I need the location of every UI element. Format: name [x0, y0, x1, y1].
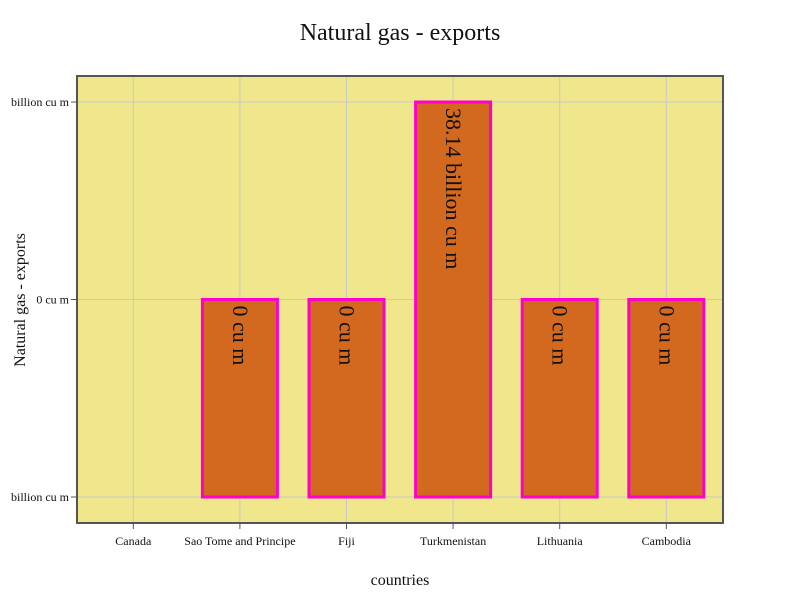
y-tick-label: 0 cu m — [36, 293, 69, 307]
bar-data-label: 0 cu m — [548, 306, 573, 366]
y-tick-label: billion cu m — [11, 490, 70, 504]
y-axis-title: Natural gas - exports — [12, 233, 29, 367]
x-tick-label: Canada — [115, 534, 152, 548]
x-tick-label: Turkmenistan — [420, 534, 486, 548]
bar-data-label: 0 cu m — [335, 306, 360, 366]
bars — [200, 100, 706, 499]
bar-fiji — [307, 298, 386, 499]
bar-data-label: 38.14 billion cu m — [441, 108, 466, 269]
bar-turkmenistan — [414, 100, 493, 499]
x-tick-label: Cambodia — [642, 534, 692, 548]
bar-data-label: 0 cu m — [654, 306, 679, 366]
y-tick-label: billion cu m — [11, 95, 70, 109]
bar-cambodia — [627, 298, 706, 499]
x-axis-title: countries — [371, 572, 430, 589]
bar-data-labels: 0 cu m 0 cu m 38.14 billion cu m 0 cu m 0 cu… — [228, 108, 679, 365]
y-axis-ticks: billion cu m 0 cu m billion cu m — [11, 95, 77, 504]
x-axis-ticks: Canada Sao Tome and Principe Fiji Turkmenis… — [115, 523, 692, 548]
x-tick-label: Lithuania — [537, 534, 584, 548]
x-tick-label: Sao Tome and Principe — [184, 534, 295, 548]
x-tick-label: Fiji — [338, 534, 355, 548]
bar-lithuania — [520, 298, 599, 499]
chart-title: Natural gas - exports — [300, 20, 501, 46]
bar-data-label: 0 cu m — [228, 306, 253, 366]
bar-sao-tome-and-principe — [200, 298, 279, 499]
